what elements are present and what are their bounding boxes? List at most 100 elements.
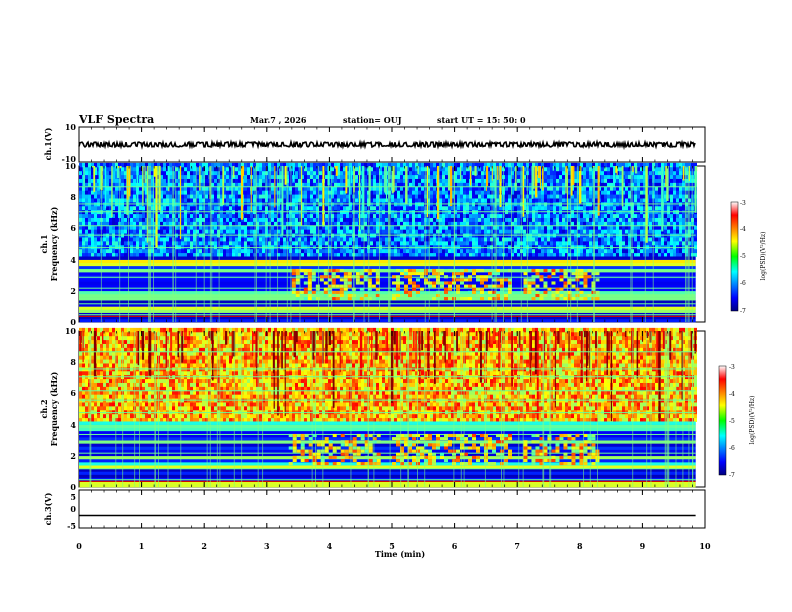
spec1-cell [493,236,496,242]
spec1-cell [169,166,172,172]
spec1-cell [589,229,592,234]
spec1-cell [223,248,226,254]
spec1-cell [595,197,598,203]
spec1-cell [160,186,163,191]
spec1-cell [85,186,88,191]
spec1-cell [394,170,397,176]
spec1-cell [316,170,319,176]
spec1-cell [655,217,658,222]
spec1-cell [211,252,214,257]
spec1-cell [373,174,376,179]
spec1-cell [106,174,109,179]
spec1-cell [94,225,97,230]
spec1-cell [196,229,199,234]
spec1-cell [187,190,190,195]
spec1-cell [79,182,82,187]
spec1-cell [436,217,439,222]
spec1-cell [241,240,244,246]
spec1-cell [136,229,139,234]
spec1-cell [301,205,304,211]
spec1-cell [493,197,496,203]
spec1-cell [379,194,382,199]
spec1-cell [508,182,511,187]
spec1-cell [301,248,304,254]
spec1-cell [556,217,559,222]
spec1-cell [679,244,682,250]
spec1-cell [514,221,517,226]
spec1-cell [613,252,616,257]
spec1-cell [271,182,274,187]
spec1-cell [544,182,547,187]
spec1-cell [382,225,385,230]
spec1-cell [628,194,631,199]
spec1-cell [79,194,82,199]
spec1-cell [184,178,187,183]
spec1-cell [142,240,145,246]
spec1-cell [538,178,541,183]
spec1-cell [595,166,598,172]
spec1-cell [469,225,472,230]
spec1-cell [505,221,508,226]
spec1-cell [403,178,406,183]
spec1-cell [508,225,511,230]
spec1-cell [196,225,199,230]
spec1-cell [364,221,367,226]
spec1-cell [253,221,256,226]
spec1-cell [487,225,490,230]
spec1-cell [553,252,556,257]
spec1-cell [313,174,316,179]
spec1-cell [451,236,454,242]
spec1-cell [280,236,283,242]
spec1-cell [457,174,460,179]
spec1-cell [301,240,304,246]
spec1-cell [535,213,538,218]
spec1-cell [259,174,262,179]
spec1-cell [319,252,322,257]
spec1-cell [439,248,442,254]
spec1-cell [418,190,421,195]
spec1-cell [589,240,592,246]
spec1-cell [382,186,385,191]
spec1-cell [625,166,628,172]
spec1-cell [397,162,400,168]
spec1-cell [415,244,418,250]
spec1-cell [613,162,616,168]
spec1-cell [547,186,550,191]
spec1-cell [622,213,625,218]
spec1-cell [583,248,586,254]
spec1-cell [586,186,589,191]
spec1-cell [232,178,235,183]
spec1-cell [214,252,217,257]
spec1-cell [190,244,193,250]
spec1-cell [301,225,304,230]
spec1-cell [196,174,199,179]
spec1-cell [562,162,565,168]
spec1-cell [685,225,688,230]
spec1-cell [589,170,592,176]
spec1-cell [244,205,247,211]
spec1-cell [187,186,190,191]
spec1-cell [463,229,466,234]
spec1-cell [643,217,646,222]
spec1-cell [361,162,364,168]
spec1-cell [82,186,85,191]
spec1-cell [289,162,292,168]
spec1-cell [370,194,373,199]
spec1-cell [478,236,481,242]
spec1-cell [325,244,328,250]
spec1-cell [529,197,532,203]
spec1-cell [583,170,586,176]
spec1-cell [640,213,643,218]
spec1-cell [253,166,256,172]
spec1-cell [664,162,667,168]
spec1-cell [97,240,100,246]
spec1-cell [466,240,469,246]
spec1-cell [331,252,334,257]
spec1-cell [373,213,376,218]
spec1-cell [199,194,202,199]
spec1-cell [418,240,421,246]
spec1-cell [331,182,334,187]
spec1-cell [649,162,652,168]
spec1-cell [400,205,403,211]
spec1-cell [478,162,481,168]
